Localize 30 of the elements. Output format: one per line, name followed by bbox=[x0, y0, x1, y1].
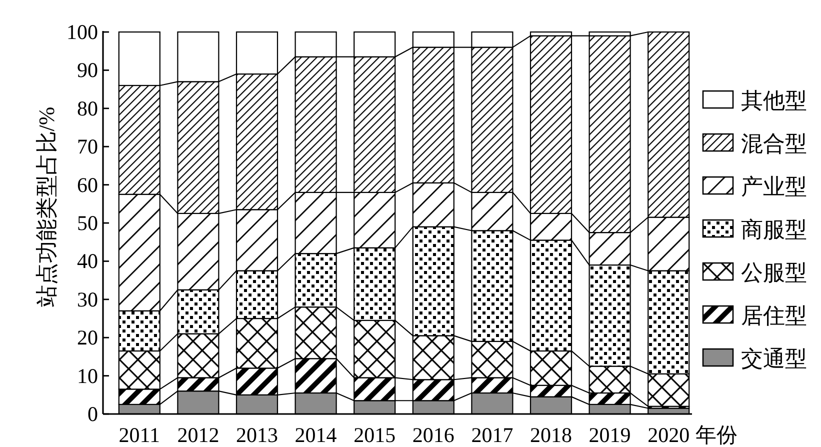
x-tick-label: 2012 bbox=[177, 423, 220, 447]
x-tick-label: 2018 bbox=[530, 423, 572, 447]
y-tick-label: 30 bbox=[77, 287, 98, 312]
legend-label: 商服型 bbox=[741, 217, 807, 242]
y-tick-label: 50 bbox=[77, 211, 98, 235]
legend-label: 产业型 bbox=[741, 174, 807, 199]
x-tick-label: 2013 bbox=[236, 423, 278, 447]
y-tick-label: 0 bbox=[88, 402, 98, 426]
legend-label: 居住型 bbox=[741, 303, 807, 328]
x-axis-title: 年份 bbox=[696, 423, 738, 447]
y-tick-label: 100 bbox=[66, 20, 98, 44]
y-tick-label: 70 bbox=[77, 134, 98, 159]
x-tick-label: 2020 bbox=[648, 423, 690, 447]
x-tick-label: 2015 bbox=[354, 423, 396, 447]
x-tick-label: 2011 bbox=[118, 423, 160, 447]
x-tick-label: 2017 bbox=[471, 423, 514, 447]
legend-label: 交通型 bbox=[741, 346, 807, 371]
y-tick-label: 10 bbox=[77, 364, 98, 388]
x-tick-label: 2014 bbox=[294, 423, 338, 447]
y-tick-label: 90 bbox=[77, 58, 98, 82]
legend-label: 混合型 bbox=[741, 131, 807, 156]
y-tick-label: 20 bbox=[77, 326, 98, 350]
y-tick-label: 80 bbox=[77, 96, 98, 120]
y-tick-label: 60 bbox=[77, 172, 98, 197]
legend-label: 公服型 bbox=[741, 260, 807, 285]
y-axis-title: 站点功能类型占比/% bbox=[34, 106, 59, 308]
x-tick-label: 2016 bbox=[412, 423, 454, 447]
y-tick-label: 40 bbox=[77, 249, 98, 274]
x-tick-label: 2019 bbox=[588, 423, 631, 447]
legend-label: 其他型 bbox=[741, 88, 807, 113]
